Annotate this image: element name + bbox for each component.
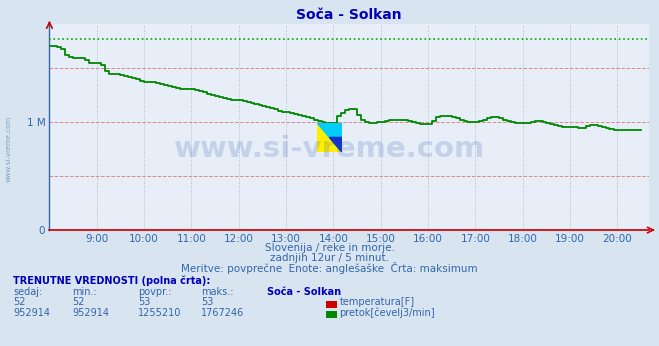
Text: min.:: min.: [72,287,98,297]
Text: temperatura[F]: temperatura[F] [339,297,415,307]
Text: www.si-vreme.com: www.si-vreme.com [174,135,485,163]
Text: www.si-vreme.com: www.si-vreme.com [5,116,12,182]
Polygon shape [317,123,342,152]
Polygon shape [317,123,342,152]
Text: Meritve: povprečne  Enote: anglešaške  Črta: maksimum: Meritve: povprečne Enote: anglešaške Črt… [181,262,478,274]
Text: pretok[čevelj3/min]: pretok[čevelj3/min] [339,307,435,318]
Text: 52: 52 [13,297,26,307]
Text: maks.:: maks.: [201,287,233,297]
Text: 952914: 952914 [72,308,109,318]
Polygon shape [330,137,342,152]
Text: 1767246: 1767246 [201,308,244,318]
Text: TRENUTNE VREDNOSTI (polna črta):: TRENUTNE VREDNOSTI (polna črta): [13,276,211,286]
Text: 1255210: 1255210 [138,308,182,318]
Text: zadnjih 12ur / 5 minut.: zadnjih 12ur / 5 minut. [270,253,389,263]
Title: Soča - Solkan: Soča - Solkan [297,8,402,22]
Text: 52: 52 [72,297,85,307]
Text: povpr.:: povpr.: [138,287,172,297]
Text: Soča - Solkan: Soča - Solkan [267,287,341,297]
Text: Slovenija / reke in morje.: Slovenija / reke in morje. [264,243,395,253]
Text: 53: 53 [138,297,151,307]
Text: 53: 53 [201,297,214,307]
Text: sedaj:: sedaj: [13,287,42,297]
Text: 952914: 952914 [13,308,50,318]
